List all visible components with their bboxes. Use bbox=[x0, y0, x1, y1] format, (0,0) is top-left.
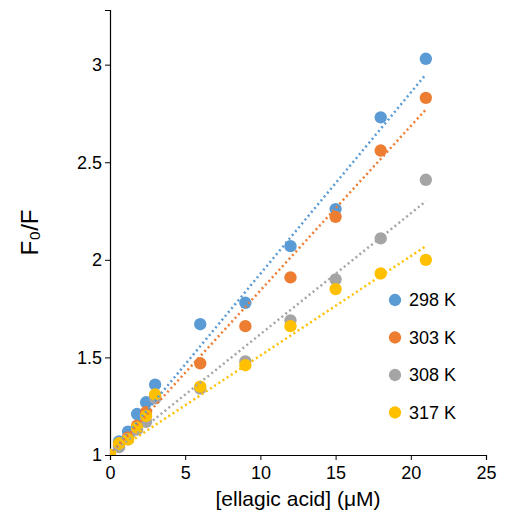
chart: 0 5 10 15 20 25 1 1.5 2 2.5 3 [ellagic acid] (μM) F₀… bbox=[0, 0, 508, 518]
point bbox=[284, 271, 296, 283]
legend-marker bbox=[389, 406, 401, 418]
x-tick-mark bbox=[260, 455, 261, 460]
point bbox=[375, 267, 387, 279]
y-tick-label: 2.5 bbox=[77, 152, 102, 172]
x-tick-mark bbox=[336, 455, 337, 460]
y-axis: 1 1.5 2 2.5 3 bbox=[77, 11, 111, 466]
legend-label: 298 K bbox=[409, 290, 456, 310]
x-tick: 10 bbox=[251, 455, 271, 483]
legend-marker bbox=[389, 369, 401, 381]
x-axis: 0 5 10 15 20 25 bbox=[105, 455, 496, 483]
x-tick: 20 bbox=[401, 455, 421, 483]
x-tick-label: 15 bbox=[326, 463, 346, 483]
y-tick-mark bbox=[105, 455, 110, 456]
y-axis-title: F₀/F bbox=[16, 210, 43, 256]
y-tick-label: 1.5 bbox=[77, 348, 102, 368]
point bbox=[239, 320, 251, 332]
legend-marker bbox=[389, 331, 401, 343]
point bbox=[375, 144, 387, 156]
x-axis-line bbox=[111, 456, 487, 461]
fit-line bbox=[110, 201, 426, 455]
x-tick: 15 bbox=[326, 455, 346, 483]
legend-item: 298 K bbox=[389, 290, 456, 310]
x-tick-mark bbox=[486, 455, 487, 460]
fit-line bbox=[110, 246, 426, 455]
y-axis-line bbox=[105, 11, 111, 456]
x-tick-label: 20 bbox=[401, 463, 421, 483]
legend-item: 303 K bbox=[389, 328, 456, 348]
point bbox=[420, 53, 432, 65]
point bbox=[329, 283, 341, 295]
x-tick: 5 bbox=[181, 455, 191, 483]
point bbox=[149, 388, 161, 400]
point bbox=[284, 320, 296, 332]
legend-label: 303 K bbox=[409, 328, 456, 348]
y-tick-mark bbox=[105, 162, 110, 163]
marks bbox=[110, 53, 432, 455]
point bbox=[194, 318, 206, 330]
y-tick-label: 3 bbox=[92, 55, 102, 75]
x-tick-mark bbox=[411, 455, 412, 460]
point bbox=[420, 92, 432, 104]
legend-marker bbox=[389, 294, 401, 306]
x-tick-label: 5 bbox=[181, 463, 191, 483]
y-tick: 3 bbox=[92, 55, 110, 75]
x-tick-label: 0 bbox=[105, 463, 115, 483]
x-tick: 0 bbox=[105, 455, 115, 483]
y-tick: 2 bbox=[92, 250, 110, 270]
y-tick: 2.5 bbox=[77, 152, 110, 172]
fit-line bbox=[110, 110, 426, 455]
legend-item: 308 K bbox=[389, 365, 456, 385]
point bbox=[329, 211, 341, 223]
legend: 298 K 303 K 308 K 317 K bbox=[389, 290, 456, 423]
x-tick: 25 bbox=[476, 455, 496, 483]
y-tick-label: 2 bbox=[92, 250, 102, 270]
y-tick: 1.5 bbox=[77, 348, 110, 368]
x-tick-label: 25 bbox=[476, 463, 496, 483]
x-axis-title: [ellagic acid] (μM) bbox=[216, 487, 381, 510]
point bbox=[420, 174, 432, 186]
legend-label: 308 K bbox=[409, 365, 456, 385]
plot: 0 5 10 15 20 25 1 1.5 2 2.5 3 bbox=[77, 11, 497, 484]
x-tick-mark bbox=[185, 455, 186, 460]
y-tick-mark bbox=[105, 260, 110, 261]
fit-line bbox=[110, 74, 426, 455]
y-tick-mark bbox=[105, 357, 110, 358]
point bbox=[194, 357, 206, 369]
point bbox=[420, 254, 432, 266]
y-tick-mark bbox=[105, 65, 110, 66]
x-tick-label: 10 bbox=[251, 463, 271, 483]
y-tick: 1 bbox=[92, 445, 110, 465]
y-tick-label: 1 bbox=[92, 445, 102, 465]
legend-label: 317 K bbox=[409, 403, 456, 423]
legend-item: 317 K bbox=[389, 403, 456, 423]
point bbox=[375, 111, 387, 123]
